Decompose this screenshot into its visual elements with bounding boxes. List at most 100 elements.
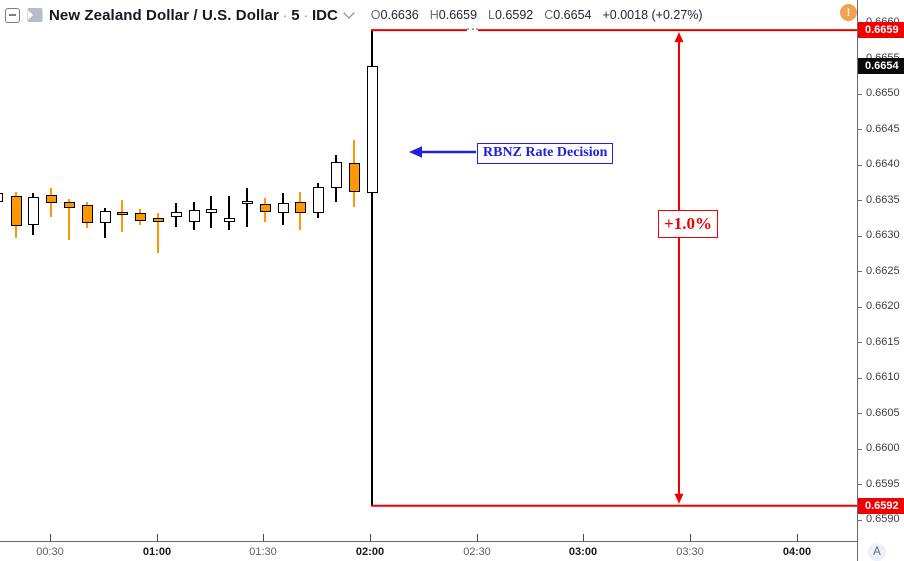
price-tick-label: 0.6610 bbox=[866, 371, 900, 383]
price-tick-mark bbox=[858, 129, 862, 130]
trendline-handle[interactable] bbox=[467, 28, 478, 35]
time-tick-label: 00:30 bbox=[36, 546, 64, 558]
time-tick-label: 03:30 bbox=[676, 546, 704, 558]
candle-up bbox=[330, 162, 342, 189]
close-value: 0.6654 bbox=[553, 8, 592, 22]
time-tick-mark bbox=[156, 534, 158, 541]
time-tick-mark bbox=[369, 534, 371, 541]
candle-down bbox=[81, 204, 93, 224]
price-tick-mark bbox=[858, 448, 862, 450]
candle-up bbox=[99, 211, 111, 224]
candle-down bbox=[63, 201, 75, 209]
price-tick-mark bbox=[858, 164, 862, 166]
high-label: H bbox=[429, 8, 439, 22]
time-tick-mark bbox=[476, 534, 478, 541]
candle-wick bbox=[68, 199, 70, 241]
candle-up bbox=[188, 209, 200, 222]
interval-label: 5 bbox=[291, 6, 300, 24]
price-tick-mark bbox=[858, 377, 862, 379]
price-label-range-high: 0.6659 bbox=[858, 22, 904, 39]
candle-down bbox=[348, 162, 360, 192]
time-tick-label: 04:00 bbox=[782, 546, 812, 558]
axis-settings-button[interactable]: A bbox=[868, 543, 886, 561]
price-tick-mark bbox=[858, 93, 862, 95]
candle-down bbox=[152, 218, 164, 222]
price-tick-label: 0.6595 bbox=[866, 477, 900, 490]
price-tick-mark bbox=[858, 306, 862, 308]
minus-icon bbox=[9, 14, 16, 16]
price-tick-label: 0.6640 bbox=[866, 158, 900, 170]
arrow-left-head bbox=[409, 146, 422, 158]
instrument-logo-icon bbox=[27, 8, 43, 22]
candle-up bbox=[170, 211, 182, 217]
low-label: L bbox=[488, 8, 495, 22]
price-axis[interactable]: 0.66600.66550.66500.66450.66400.66350.66… bbox=[858, 0, 904, 542]
time-tick-label: 01:00 bbox=[142, 546, 172, 558]
price-tick-label: 0.6605 bbox=[866, 406, 900, 419]
price-tick-label: 0.6645 bbox=[866, 122, 900, 135]
drawing-annotations[interactable] bbox=[0, 0, 858, 542]
time-tick-mark bbox=[262, 534, 264, 541]
high-value: 0.6659 bbox=[438, 8, 478, 22]
price-tick-label: 0.6650 bbox=[866, 87, 900, 99]
candle-up bbox=[366, 65, 378, 194]
price-label-last: 0.6654 bbox=[858, 57, 904, 74]
candle-up bbox=[0, 193, 3, 202]
low-value: 0.6592 bbox=[494, 8, 534, 22]
price-tick-label: 0.6600 bbox=[866, 442, 900, 454]
price-tick-mark bbox=[858, 413, 862, 414]
time-tick-mark bbox=[49, 534, 51, 541]
candle-wick bbox=[50, 188, 52, 217]
alert-warning-icon[interactable]: ! bbox=[840, 4, 857, 21]
price-tick-label: 0.6615 bbox=[866, 335, 900, 348]
candle-up bbox=[241, 201, 253, 204]
candle-up bbox=[312, 187, 324, 214]
symbol-selector[interactable]: New Zealand Dollar / U.S. Dollar · 5 · I… bbox=[27, 6, 355, 24]
open-value: 0.6636 bbox=[380, 8, 419, 22]
price-tick-label: 0.6630 bbox=[866, 229, 900, 241]
close-label: C bbox=[544, 8, 554, 22]
arrow-up-head bbox=[674, 32, 684, 43]
separator-dot: · bbox=[303, 7, 308, 23]
time-tick-mark bbox=[582, 534, 584, 541]
candle-wick bbox=[157, 213, 159, 254]
price-tick-mark bbox=[858, 271, 862, 272]
ohlc-readout: O0.6636 H0.6659 L0.6592 C0.6654 +0.0018 … bbox=[371, 8, 703, 22]
candle-wick bbox=[121, 199, 123, 232]
measure-percent-label[interactable]: +1.0% bbox=[658, 210, 718, 238]
time-tick-label: 02:00 bbox=[355, 546, 385, 558]
candle-wick bbox=[104, 208, 106, 239]
axis-corner: A bbox=[858, 542, 904, 561]
open-label: O bbox=[370, 8, 381, 22]
price-tick-label: 0.6625 bbox=[866, 264, 900, 277]
chevron-down-icon bbox=[343, 7, 355, 19]
candle-up bbox=[205, 209, 217, 214]
candle-down bbox=[116, 211, 128, 215]
collapse-legend-button[interactable] bbox=[5, 7, 20, 23]
price-tick-label: 0.6620 bbox=[866, 300, 900, 312]
symbol-title: New Zealand Dollar / U.S. Dollar bbox=[49, 6, 279, 24]
price-tick-mark bbox=[858, 342, 862, 343]
price-label-range-low: 0.6592 bbox=[858, 497, 904, 514]
candle-down bbox=[259, 204, 271, 212]
candle-wick bbox=[246, 187, 248, 227]
time-tick-mark bbox=[689, 534, 691, 541]
price-tick-mark bbox=[858, 200, 862, 201]
price-tick-label: 0.6590 bbox=[866, 513, 900, 525]
chart-canvas[interactable]: New Zealand Dollar / U.S. Dollar · 5 · I… bbox=[0, 0, 858, 542]
time-tick-label: 03:00 bbox=[568, 546, 598, 558]
time-tick-label: 01:30 bbox=[249, 546, 277, 558]
candle-up bbox=[27, 196, 39, 226]
candle-up bbox=[223, 218, 235, 222]
price-tick-mark bbox=[858, 235, 862, 237]
price-tick-label: 0.6635 bbox=[866, 193, 900, 206]
time-tick-mark bbox=[796, 534, 798, 541]
candle-up bbox=[277, 202, 289, 214]
chart-legend: New Zealand Dollar / U.S. Dollar · 5 · I… bbox=[5, 4, 703, 26]
event-annotation-label[interactable]: RBNZ Rate Decision bbox=[477, 143, 614, 164]
time-axis[interactable]: 00:30 01:00 01:30 02:00 02:30 03:00 03:30 04:00 bbox=[0, 542, 858, 561]
candle-wick bbox=[228, 195, 230, 231]
candle-wick bbox=[371, 30, 373, 506]
price-tick-mark bbox=[858, 519, 862, 521]
